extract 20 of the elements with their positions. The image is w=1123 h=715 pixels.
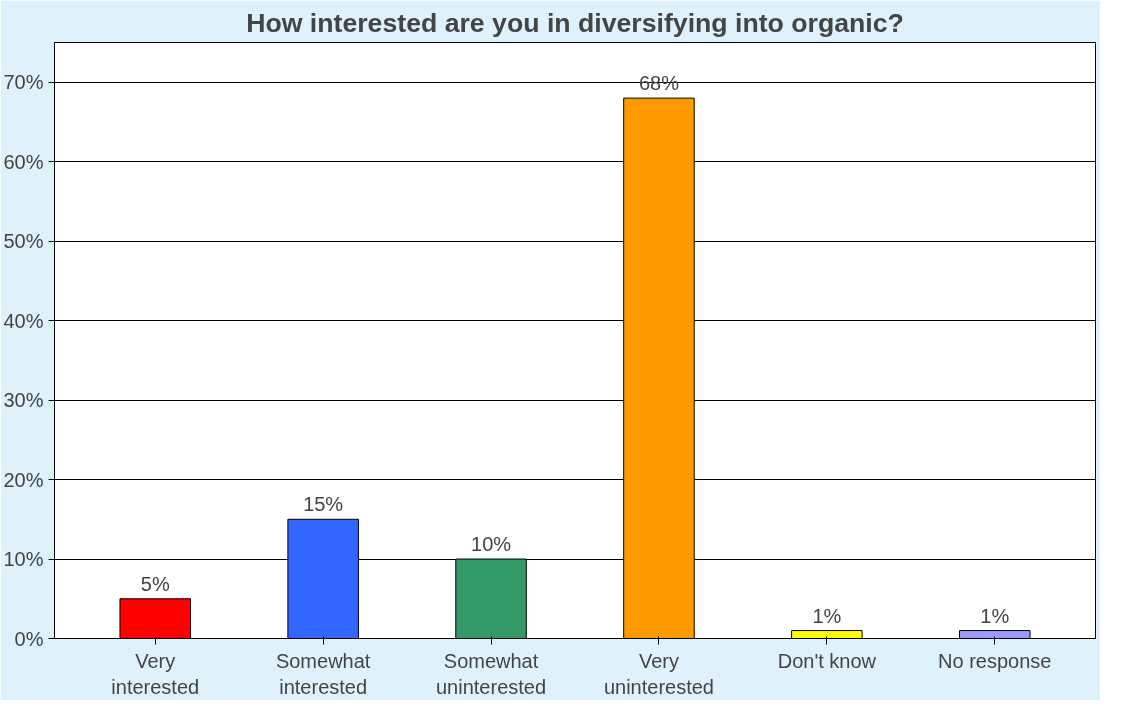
y-tick-label: 0% <box>14 627 44 650</box>
data-label: 1% <box>812 604 842 627</box>
x-tick-label: Somewhat interested <box>275 649 371 698</box>
y-tick-label: 60% <box>3 150 44 173</box>
x-tick-label: No response <box>938 649 1052 672</box>
data-label: 5% <box>140 572 170 595</box>
y-tick-label: 10% <box>3 548 44 571</box>
x-tick-label: Don't know <box>777 649 877 672</box>
y-tick-label: 20% <box>3 468 44 491</box>
data-label: 10% <box>471 533 512 556</box>
data-label: 15% <box>303 493 344 516</box>
x-tick-label: Somewhat uninterested <box>436 649 547 698</box>
y-tick-label: 30% <box>3 389 44 412</box>
chart-title: How interested are you in diversifying into organic? <box>246 7 904 38</box>
y-tick-label: 50% <box>3 230 44 253</box>
x-tick-label: Very interested <box>111 649 200 698</box>
data-label: 1% <box>980 604 1010 627</box>
y-tick-label: 40% <box>3 309 44 332</box>
x-tick-label: Very uninterested <box>603 649 714 698</box>
y-tick-label: 70% <box>3 71 44 94</box>
